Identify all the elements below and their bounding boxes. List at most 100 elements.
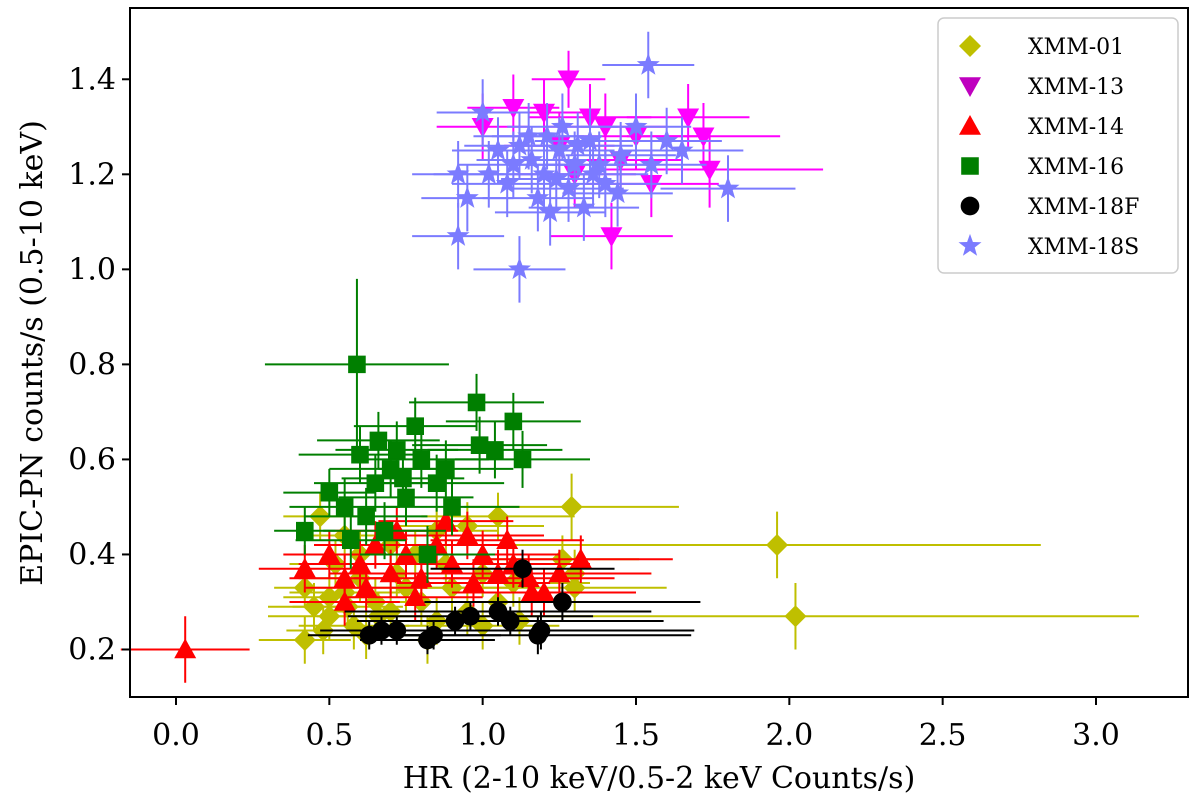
data-point [375, 521, 394, 540]
data-point [388, 441, 406, 459]
y-tick-label: 1.2 [68, 157, 116, 192]
x-tick-label: 1.5 [612, 718, 660, 753]
data-point [418, 545, 437, 564]
data-point [342, 531, 360, 549]
series-xmm-16 [264, 278, 590, 583]
series-xmm-18s [412, 31, 796, 303]
data-point [366, 474, 385, 492]
series-xmm-14 [120, 497, 673, 683]
data-point [387, 621, 407, 640]
y-tick-label: 0.8 [68, 347, 116, 382]
legend-marker-xmm-18s [958, 233, 982, 256]
data-point [698, 160, 721, 181]
data-point [318, 543, 341, 564]
y-tick-label: 0.2 [68, 632, 116, 667]
data-point [320, 483, 339, 502]
data-point [462, 571, 485, 592]
data-point [670, 138, 694, 161]
legend-box [937, 17, 1179, 274]
legend-marker-xmm-18f [960, 196, 980, 216]
data-point [410, 567, 433, 588]
data-point [174, 638, 197, 659]
data-point [446, 162, 470, 185]
data-point [443, 498, 461, 516]
data-point [533, 103, 555, 124]
data-point [508, 257, 531, 280]
y-tick-label: 0.6 [68, 442, 116, 477]
legend-label-xmm-01: XMM-01 [1028, 35, 1124, 60]
ticks-layer: 0.0 0.5 1.0 1.5 2.0 2.5 3.0 0.2 0.4 0.6 0.8 1.0 1.2 1… [68, 62, 1120, 753]
x-tick-label: 2.5 [919, 718, 967, 753]
data-point [581, 162, 605, 185]
legend-label-xmm-16: XMM-16 [1028, 155, 1124, 180]
data-point [404, 586, 427, 607]
data-point [397, 488, 415, 507]
data-point [677, 108, 700, 129]
data-point [477, 162, 501, 185]
legend-label-xmm-13: XMM-13 [1028, 75, 1124, 100]
data-point [500, 611, 520, 631]
data-point [348, 355, 366, 374]
legend-label-xmm-18f: XMM-18F [1028, 195, 1139, 220]
data-point [502, 98, 525, 119]
data-point [355, 576, 378, 597]
data-point [639, 152, 663, 175]
data-point [501, 152, 525, 175]
data-point [496, 529, 519, 549]
data-point [471, 100, 495, 123]
data-point [357, 507, 375, 526]
data-point [335, 498, 354, 516]
data-point [364, 533, 387, 554]
data-point [427, 474, 446, 492]
series-layer [120, 31, 1139, 683]
data-point [349, 552, 371, 573]
data-point [520, 148, 544, 170]
data-point [569, 548, 592, 568]
data-point [560, 495, 583, 518]
data-point [766, 533, 789, 556]
data-point [461, 606, 480, 626]
data-point [293, 557, 316, 578]
data-point [504, 412, 523, 431]
y-tick-label: 1.4 [68, 62, 116, 97]
data-point [296, 521, 314, 540]
x-tick-label: 1.0 [459, 718, 507, 753]
data-point [538, 200, 562, 223]
legend-label-xmm-14: XMM-14 [1028, 115, 1124, 140]
y-tick-label: 1.0 [68, 252, 116, 287]
legend-label-xmm-18s: XMM-18S [1028, 235, 1139, 260]
data-point [333, 590, 356, 611]
data-point [550, 114, 574, 137]
legend-marker-xmm-14 [959, 115, 981, 135]
data-point [606, 181, 630, 204]
data-point [513, 559, 532, 579]
data-point [587, 152, 611, 175]
data-point [692, 127, 715, 148]
legend-marker-xmm-13 [959, 77, 981, 97]
data-point [563, 152, 587, 175]
data-point [544, 167, 568, 189]
data-point [535, 124, 559, 147]
data-point [446, 224, 470, 246]
data-point [526, 186, 550, 208]
x-tick-label: 0.5 [305, 718, 353, 753]
data-point [508, 133, 531, 156]
data-point [636, 52, 660, 75]
data-point [486, 138, 510, 161]
x-tick-label: 0.0 [152, 718, 200, 753]
data-point [513, 450, 532, 469]
data-point [369, 431, 388, 450]
data-point [467, 393, 486, 412]
data-point [520, 581, 543, 602]
series-xmm-18f [307, 549, 701, 655]
data-point [531, 621, 551, 640]
data-point [486, 441, 504, 459]
data-point [566, 133, 590, 156]
data-point [624, 114, 648, 137]
data-point [487, 562, 509, 583]
data-point [395, 543, 417, 564]
data-point [470, 436, 489, 454]
legend: XMM-01 XMM-13 XMM-14 XMM-16 XMM-18F XMM-18S [937, 17, 1179, 274]
y-tick-label: 0.4 [68, 537, 116, 572]
data-point [445, 611, 465, 631]
